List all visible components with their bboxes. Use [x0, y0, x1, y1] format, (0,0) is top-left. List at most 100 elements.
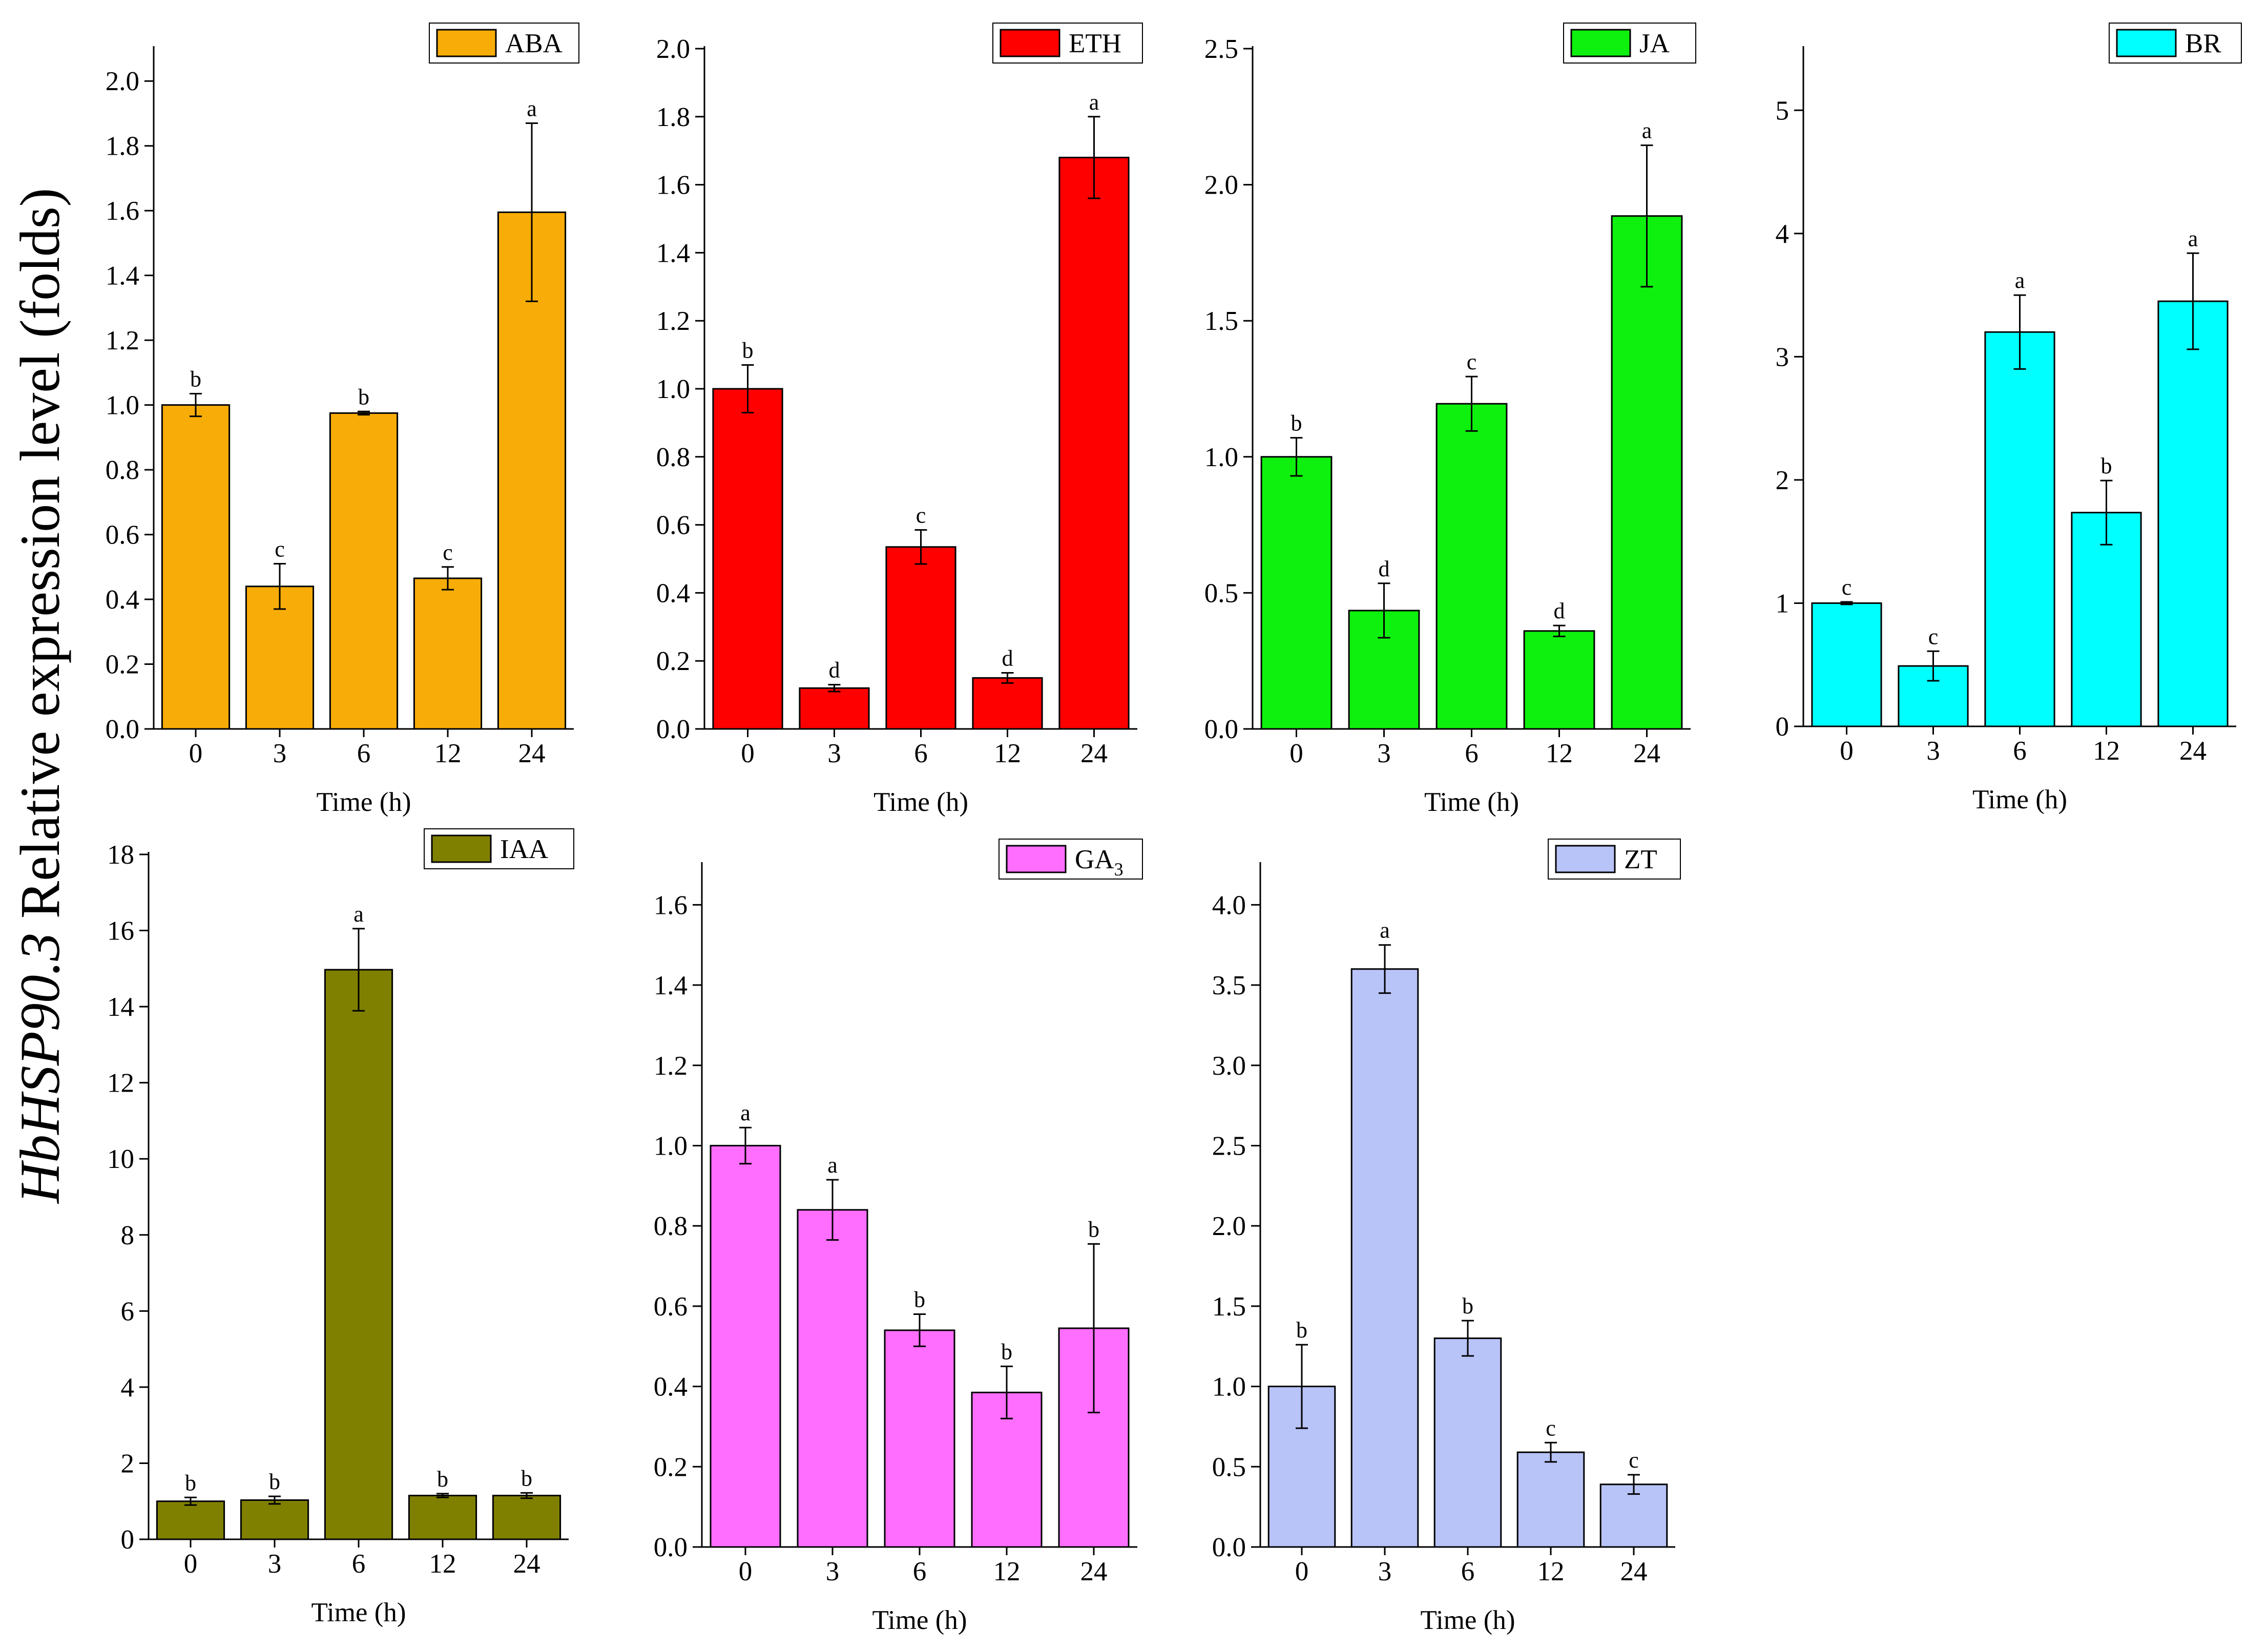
x-tick-label: 6: [352, 1549, 366, 1579]
x-tick-label: 6: [1461, 1557, 1475, 1586]
y-tick-label: 1.2: [656, 306, 690, 336]
y-tick-label: 1.4: [654, 971, 688, 1000]
legend-swatch: [436, 29, 497, 57]
gene-name: HbHSP90.3: [9, 933, 71, 1205]
chart-panel-aba: b 0 c 3 b 6 c 12 a 24 0.0 0.2 0.4 0.6 0.8 1.0 1.2 1.4 1.6 1…: [106, 23, 579, 817]
x-axis-title: Time (h): [311, 1598, 406, 1627]
significance-letter: c: [1842, 575, 1852, 600]
legend-label-text: GA: [1075, 845, 1114, 874]
y-tick-label: 2.0: [1204, 171, 1238, 200]
significance-letter: b: [437, 1467, 448, 1492]
chart-panel-ja: b 0 d 3 c 6 d 12 a 24 0.0 0.5 1.0 1.5 2.0 2.5 Time (h) JA: [1204, 23, 1696, 817]
x-tick-label: 0: [184, 1549, 198, 1579]
bar: [1984, 331, 2055, 727]
y-tick-label: 1.5: [1204, 306, 1238, 336]
x-tick-label: 0: [189, 739, 203, 768]
bar: [240, 1499, 309, 1540]
y-tick-label: 18: [107, 840, 134, 870]
bar: [1611, 215, 1683, 730]
y-tick-label: 4: [1776, 219, 1790, 249]
x-tick-label: 12: [1537, 1557, 1565, 1586]
legend-swatch: [2116, 29, 2177, 57]
y-tick-label: 10: [107, 1144, 134, 1174]
y-tick-label: 1.2: [106, 326, 139, 356]
x-tick-label: 24: [2179, 736, 2207, 766]
x-tick-label: 12: [994, 739, 1021, 768]
y-tick-label: 1.0: [106, 391, 139, 421]
x-axis-title: Time (h): [1420, 1605, 1515, 1635]
significance-letter: a: [1089, 90, 1099, 115]
significance-letter: c: [916, 503, 926, 528]
y-tick-label: 2.5: [1212, 1131, 1246, 1161]
y-tick-label: 2.0: [656, 34, 690, 64]
y-tick-label: 2: [1776, 466, 1790, 495]
y-tick-label: 1.6: [106, 196, 139, 226]
significance-letter: a: [527, 96, 537, 121]
legend-swatch: [1006, 845, 1067, 873]
y-tick-label: 2: [121, 1449, 135, 1478]
x-tick-label: 3: [827, 739, 841, 768]
bar: [1435, 403, 1508, 730]
y-tick-label: 1.0: [656, 374, 690, 404]
significance-letter: b: [269, 1469, 280, 1494]
bar: [797, 1209, 868, 1548]
y-tick-label: 0.5: [1212, 1452, 1246, 1482]
y-tick-label: 0.0: [106, 715, 139, 744]
bar: [413, 577, 483, 730]
y-tick-label: 0.2: [106, 650, 139, 680]
bar: [1523, 630, 1595, 730]
x-axis-title: Time (h): [316, 787, 411, 817]
y-tick-label: 2.0: [106, 67, 139, 96]
x-tick-label: 0: [1840, 736, 1854, 766]
legend-label: GA3: [1075, 845, 1124, 880]
y-tick-label: 2.5: [1204, 34, 1238, 64]
significance-letter: a: [1642, 118, 1652, 143]
y-tick-label: 1: [1776, 589, 1790, 618]
significance-letter: a: [740, 1100, 751, 1125]
significance-letter: a: [353, 902, 364, 927]
y-tick-label: 1.6: [656, 171, 690, 200]
x-tick-label: 12: [429, 1549, 456, 1579]
x-tick-label: 0: [739, 1557, 753, 1586]
y-tick-label: 0: [1776, 712, 1790, 742]
significance-letter: b: [1088, 1217, 1099, 1242]
significance-letter: c: [443, 540, 453, 565]
x-tick-label: 24: [1620, 1557, 1648, 1586]
x-tick-label: 6: [913, 1557, 927, 1586]
x-tick-label: 0: [1289, 739, 1303, 768]
bar: [1516, 1451, 1585, 1548]
bar: [885, 546, 956, 730]
legend-label-text: ETH: [1069, 29, 1121, 58]
legend-label-text: BR: [2185, 29, 2221, 58]
y-tick-label: 12: [107, 1069, 134, 1098]
x-tick-label: 6: [357, 739, 371, 768]
bar: [408, 1495, 477, 1540]
significance-letter: a: [1380, 918, 1390, 943]
y-tick-label: 1.2: [654, 1051, 688, 1081]
legend-label: JA: [1639, 29, 1670, 58]
legend-swatch: [1555, 845, 1616, 873]
y-tick-label: 8: [121, 1221, 135, 1250]
y-tick-label: 4: [121, 1373, 135, 1403]
significance-letter: c: [1629, 1448, 1639, 1473]
y-tick-label: 6: [121, 1296, 135, 1326]
y-tick-label: 1.8: [656, 102, 690, 132]
legend-label: ETH: [1069, 29, 1121, 58]
x-tick-label: 3: [1926, 736, 1940, 766]
x-tick-label: 6: [2013, 736, 2027, 766]
significance-letter: b: [185, 1470, 196, 1495]
x-axis-title: Time (h): [1972, 785, 2067, 814]
significance-letter: b: [521, 1466, 532, 1491]
legend: ZT: [1548, 839, 1681, 880]
y-tick-label: 1.4: [106, 261, 139, 291]
y-tick-label: 4.0: [1212, 890, 1246, 920]
legend: BR: [2109, 23, 2242, 64]
x-axis-title: Time (h): [1424, 787, 1519, 817]
significance-letter: b: [1291, 411, 1302, 436]
y-tick-label: 16: [107, 916, 134, 946]
legend: IAA: [424, 828, 574, 869]
significance-letter: b: [190, 366, 201, 391]
significance-letter: c: [1928, 624, 1939, 649]
y-tick-label: 1.0: [1212, 1372, 1246, 1402]
